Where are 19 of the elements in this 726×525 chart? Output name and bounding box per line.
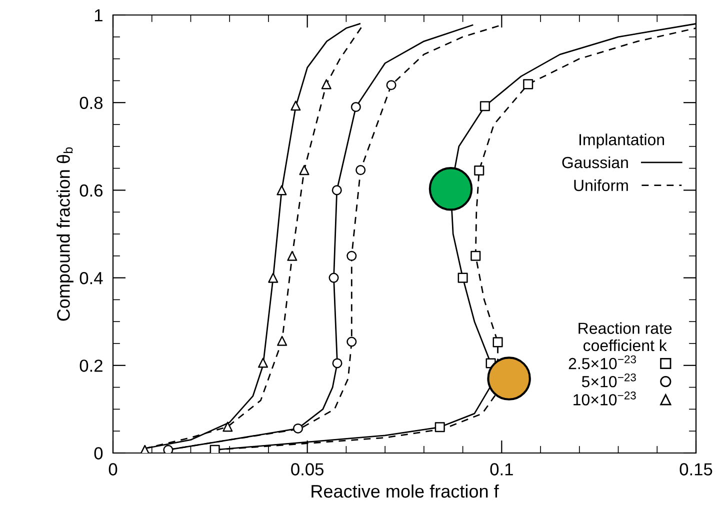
legend-label: Uniform (574, 179, 628, 192)
y-tick-label: 0.6 (80, 184, 103, 197)
x-tick-label: 0.05 (291, 463, 324, 476)
y-tick-label: 1 (94, 9, 102, 22)
y-axis-title: Compound fraction θ$_{b}$ (56, 147, 74, 321)
y-tick-label: 0.2 (80, 360, 102, 372)
x-tick-label: 0 (108, 463, 118, 476)
legend-label: Gaussian (562, 156, 628, 168)
y-tick-label: 0 (94, 447, 103, 460)
y-tick-label: 0.8 (80, 96, 103, 110)
legend-label: 10×10$^{−23}$ (574, 392, 636, 406)
x-axis-title: Reactive mole fraction f (312, 484, 499, 498)
annotation: Reaction rate coefficient k (578, 322, 672, 352)
x-tick-label: 0.15 (680, 463, 712, 476)
y-tick-label: 0.4 (80, 272, 103, 284)
legend-title: Implantation (580, 134, 664, 148)
x-tick-label: 0.1 (490, 463, 513, 476)
legend-label: 5×10$^{−23}$ (582, 373, 636, 388)
legend-label: 2.5×10$^{−23}$ (568, 355, 636, 370)
